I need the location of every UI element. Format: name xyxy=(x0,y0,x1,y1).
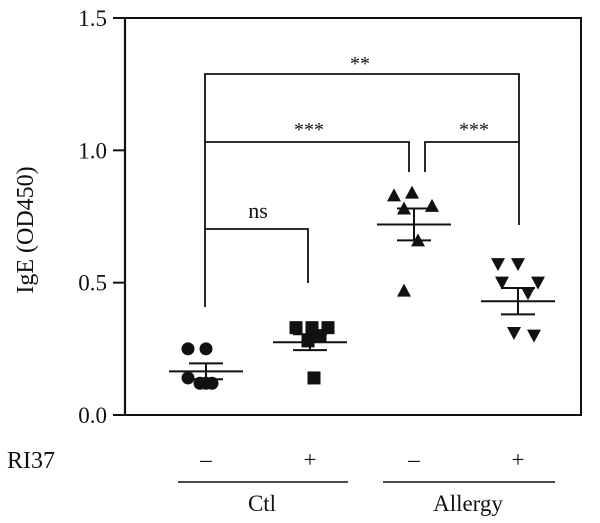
triangle-down-point xyxy=(491,258,505,272)
triangle-down-point xyxy=(521,287,535,301)
significance-brackets: ns*** ***** xyxy=(204,53,520,307)
square-point xyxy=(313,329,327,343)
triangle-down-point xyxy=(531,276,545,290)
y-tick-label: 0.5 xyxy=(78,271,107,296)
triangle-down-point xyxy=(507,326,521,340)
y-axis-label: IgE (OD450) xyxy=(13,166,39,293)
y-tick-label: 0.0 xyxy=(78,403,107,428)
triangle-down-point xyxy=(495,276,509,290)
circle-point xyxy=(181,371,195,385)
significance-label: *** xyxy=(294,119,324,141)
bracket-ctl-allergy-ri37 xyxy=(204,73,520,142)
condition-label: + xyxy=(512,447,525,472)
group-labels: Ctl Allergy xyxy=(248,491,503,516)
mean-sem-bars xyxy=(169,207,555,381)
square-point xyxy=(289,321,303,335)
triangle-up-point xyxy=(405,185,419,199)
plot-frame xyxy=(124,17,582,416)
data-points xyxy=(181,185,545,390)
square-point xyxy=(307,371,321,385)
bracket-allergy-ri37 xyxy=(424,141,520,225)
triangle-up-point xyxy=(397,283,411,297)
condition-label: – xyxy=(407,447,420,472)
circle-point xyxy=(181,342,195,356)
triangle-up-point xyxy=(387,188,401,202)
y-tick-label: 1.0 xyxy=(78,138,107,163)
group-label: Ctl xyxy=(248,491,276,516)
significance-label: ** xyxy=(350,53,370,75)
square-point xyxy=(301,334,315,348)
significance-label: ns xyxy=(248,198,268,223)
factor-label: RI37 xyxy=(7,448,55,474)
circle-point xyxy=(199,342,213,356)
condition-label: + xyxy=(304,447,317,472)
condition-label: – xyxy=(199,447,212,472)
bracket-ns xyxy=(204,228,309,307)
triangle-down-point xyxy=(527,329,541,343)
y-ticks: 0.0 0.5 1.0 1.5 xyxy=(78,6,125,428)
condition-labels: – + – + xyxy=(199,447,524,472)
group-label: Allergy xyxy=(433,491,503,516)
triangle-up-point xyxy=(425,198,439,212)
y-tick-label: 1.5 xyxy=(78,6,107,31)
bracket-ctl-allergy xyxy=(204,141,410,229)
significance-label: *** xyxy=(459,119,489,141)
triangle-down-point xyxy=(511,258,525,272)
